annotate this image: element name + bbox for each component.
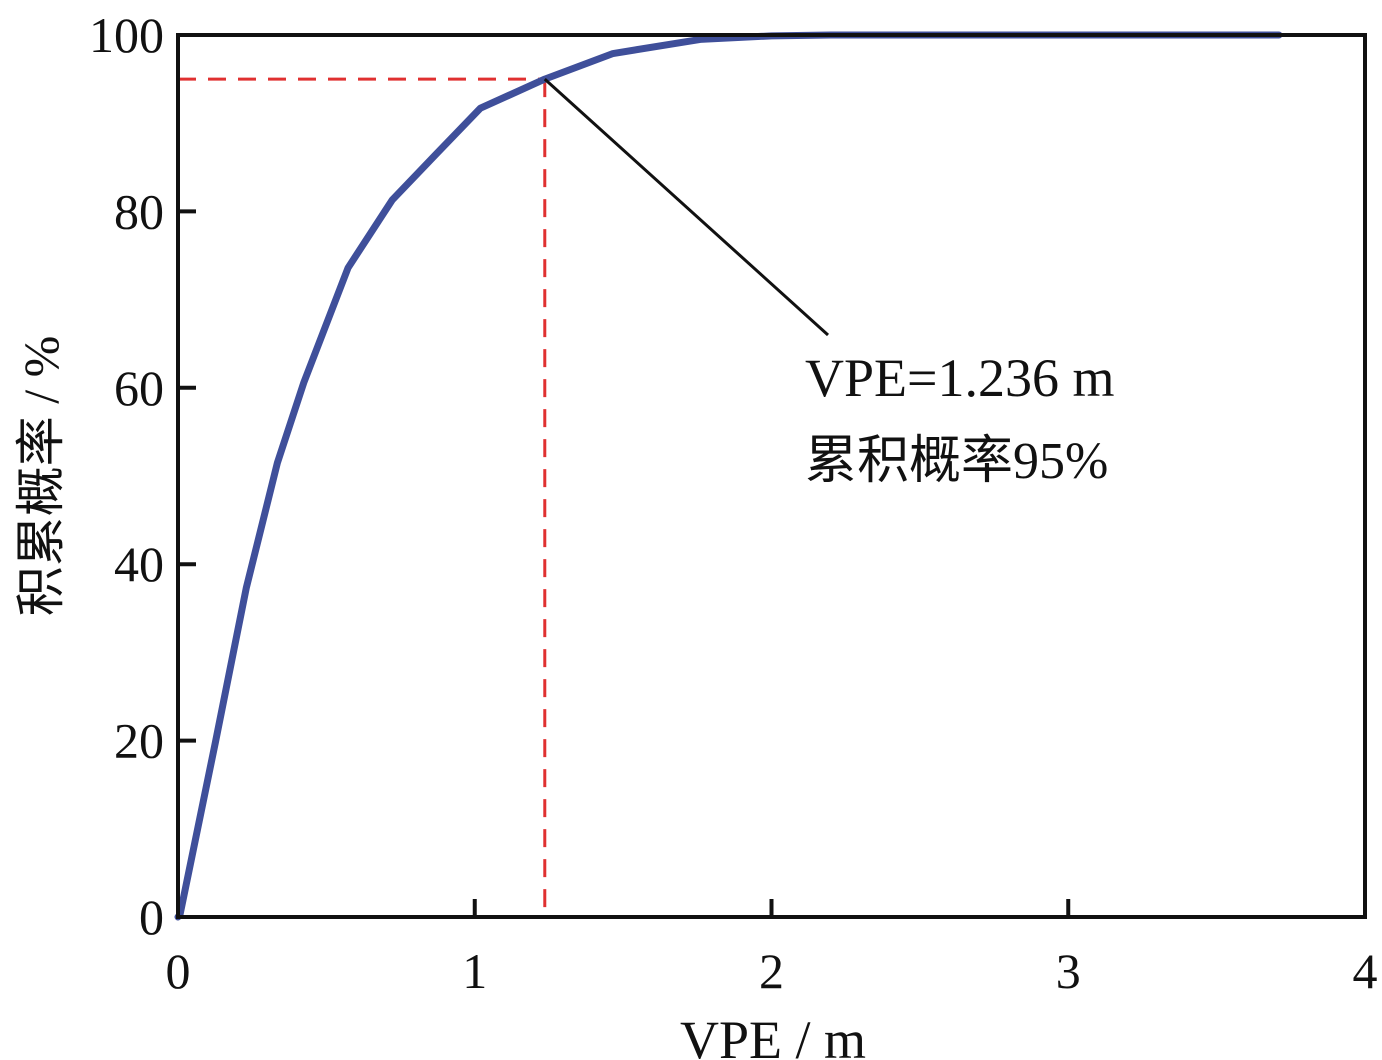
y-axis-label: 积累概率 / %	[13, 336, 69, 617]
series-line	[174, 31, 1283, 921]
x-tick-label: 0	[166, 943, 191, 999]
y-tick-label: 80	[114, 183, 164, 239]
y-tick-label: 100	[89, 7, 164, 63]
y-tick-label: 0	[139, 889, 164, 945]
annotation-line1: VPE=1.236 m	[805, 348, 1114, 408]
x-tick-label: 4	[1353, 943, 1378, 999]
annotation-line2: 累积概率95%	[805, 433, 1108, 490]
x-tick-label: 1	[462, 943, 487, 999]
x-tick-label: 2	[759, 943, 784, 999]
y-tick-label: 60	[114, 360, 164, 416]
x-tick-label: 3	[1056, 943, 1081, 999]
annotation-leader-line	[543, 77, 830, 337]
y-tick-label: 20	[114, 713, 164, 769]
plot-frame	[176, 33, 1367, 919]
y-tick-label: 40	[114, 536, 164, 592]
x-axis-label: VPE / m	[680, 1010, 866, 1060]
